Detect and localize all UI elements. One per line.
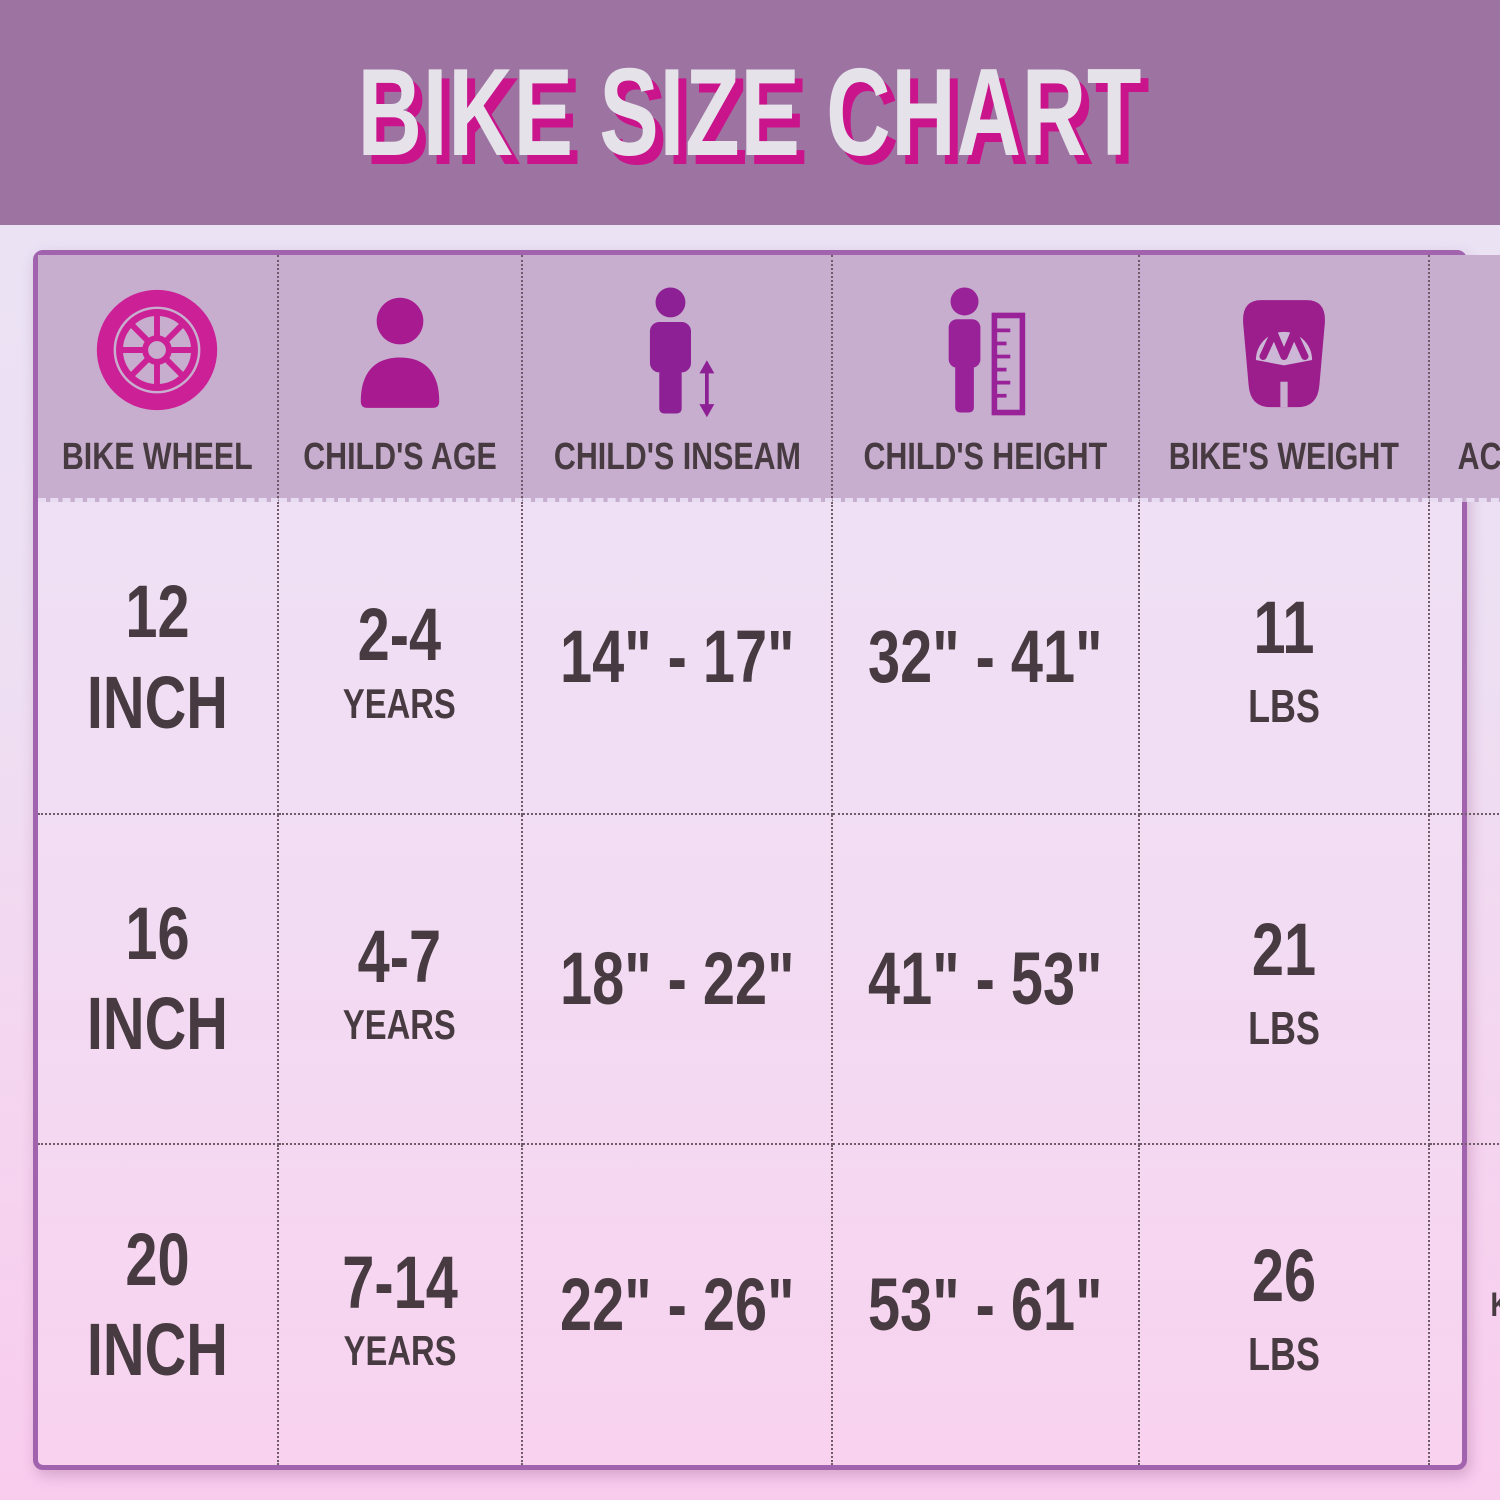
cell-row3-accessories: KICKSTAND	[1430, 1145, 1500, 1465]
column-label: ACCESSORIES	[1457, 436, 1500, 478]
cell-row1-bike-wheel: 12 INCH	[38, 502, 279, 815]
wheel-size-unit: INCH	[86, 982, 228, 1065]
height-range: 41" - 53"	[868, 936, 1103, 1020]
weight-unit: LBS	[1247, 1001, 1320, 1054]
age-value: 4-7	[357, 914, 442, 998]
cell-row3-childs-inseam: 22" - 26"	[523, 1145, 834, 1465]
bike-size-table: BIKE WHEEL CHILD'S AGE	[33, 250, 1500, 1470]
age-value: 7-14	[341, 1240, 458, 1324]
wheel-size-unit: INCH	[86, 660, 228, 744]
age-unit: YEARS	[343, 1327, 456, 1375]
weight-unit: LBS	[1247, 1327, 1320, 1380]
cell-row2-childs-age: 4-7 YEARS	[278, 815, 523, 1145]
child-age-icon	[330, 274, 470, 426]
weight-value: 26	[1251, 1233, 1316, 1317]
column-label: BIKE WHEEL	[61, 436, 253, 478]
cell-row3-childs-age: 7-14 YEARS	[279, 1145, 523, 1465]
page-title: BIKE SIZE CHART	[357, 43, 1143, 182]
cell-row3-bike-wheel: 20 INCH	[38, 1145, 279, 1465]
cell-row2-bikes-weight: 21 LBS	[1139, 815, 1430, 1145]
cell-row2-childs-height: 41" - 53"	[833, 815, 1140, 1145]
cell-row3-childs-height: 53" - 61"	[833, 1145, 1140, 1465]
cell-row1-childs-age: 2-4 YEARS	[278, 502, 523, 815]
column-label: CHILD'S AGE	[302, 436, 497, 478]
cell-row1-accessories: TRAINING WHEEL	[1429, 502, 1500, 815]
column-label: BIKE'S WEIGHT	[1168, 436, 1399, 478]
cell-row1-bikes-weight: 11 LBS	[1139, 502, 1430, 815]
cell-row2-childs-inseam: 18" - 22"	[522, 815, 834, 1145]
cell-row1-childs-inseam: 14" - 17"	[522, 502, 834, 815]
column-header-bike-wheel: BIKE WHEEL	[38, 255, 279, 502]
cell-row2-accessories: TRAINING WHEEL	[1429, 815, 1500, 1145]
inseam-range: 18" - 22"	[559, 936, 795, 1020]
header-stack: CHILD'S AGE	[279, 274, 521, 479]
wheel-size-value: 12	[125, 570, 190, 654]
column-label: CHILD'S INSEAM	[553, 436, 801, 478]
age-value: 2-4	[357, 593, 442, 677]
weight-value: 11	[1253, 586, 1315, 670]
column-header-bikes-weight: BIKE'S WEIGHT	[1139, 255, 1430, 502]
weight-unit: LBS	[1247, 680, 1320, 733]
column-header-accessories: ACCESSORIES	[1429, 255, 1500, 502]
height-range: 53" - 61"	[868, 1262, 1103, 1346]
wheel-size-value: 16	[125, 891, 190, 975]
column-label: CHILD'S HEIGHT	[863, 436, 1108, 478]
header-stack: CHILD'S HEIGHT	[833, 274, 1138, 479]
bike-weight-icon	[1216, 274, 1352, 426]
inseam-range: 14" - 17"	[559, 615, 795, 699]
accessory-value: KICKSTAND	[1490, 1278, 1500, 1332]
accessory-value: TRAINING WHEEL	[1490, 925, 1500, 1034]
height-range: 32" - 41"	[868, 615, 1103, 699]
age-unit: YEARS	[343, 1001, 456, 1049]
header-stack: BIKE'S WEIGHT	[1140, 274, 1428, 479]
cell-row2-bike-wheel: 16 INCH	[38, 815, 279, 1145]
column-header-childs-height: CHILD'S HEIGHT	[833, 255, 1140, 502]
age-unit: YEARS	[343, 679, 456, 727]
header-stack: BIKE WHEEL	[38, 274, 277, 479]
weight-value: 21	[1251, 907, 1316, 991]
header-stack: ACCESSORIES	[1430, 274, 1500, 479]
title-band: BIKE SIZE CHART	[0, 0, 1500, 225]
cell-row3-bikes-weight: 26 LBS	[1140, 1145, 1430, 1465]
content-area: BIKE WHEEL CHILD'S AGE	[0, 225, 1500, 1470]
child-height-icon	[916, 274, 1056, 426]
cell-row1-childs-height: 32" - 41"	[833, 502, 1140, 815]
column-header-childs-inseam: CHILD'S INSEAM	[522, 255, 834, 502]
column-header-childs-age: CHILD'S AGE	[278, 255, 523, 502]
child-inseam-icon	[607, 274, 747, 426]
wheel-size-value: 20	[125, 1217, 190, 1301]
accessory-value: TRAINING WHEEL	[1490, 603, 1500, 712]
header-stack: CHILD'S INSEAM	[523, 274, 832, 479]
inseam-range: 22" - 26"	[559, 1262, 795, 1346]
wheel-size-unit: INCH	[86, 1308, 228, 1391]
accessories-icon	[1493, 274, 1500, 426]
bike-wheel-icon	[83, 274, 231, 426]
